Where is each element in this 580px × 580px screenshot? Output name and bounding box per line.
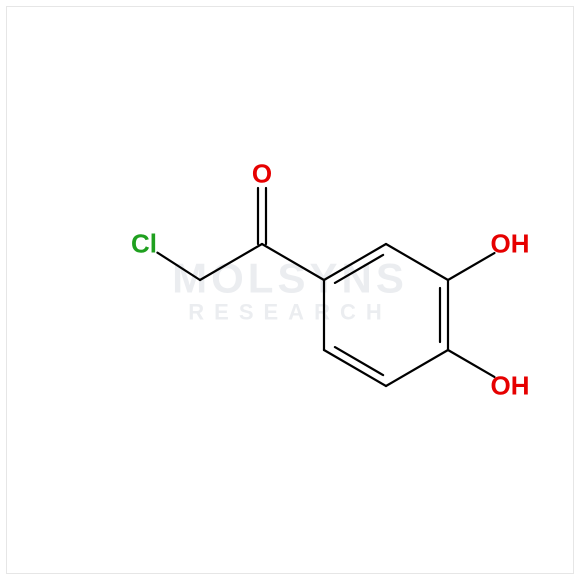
atom-label-Cl: Cl: [131, 229, 157, 260]
atom-label-O2: OH: [491, 229, 530, 260]
atom-label-O3: OH: [491, 371, 530, 402]
molecule-diagram: [0, 0, 580, 580]
atom-label-O1: O: [252, 159, 272, 190]
